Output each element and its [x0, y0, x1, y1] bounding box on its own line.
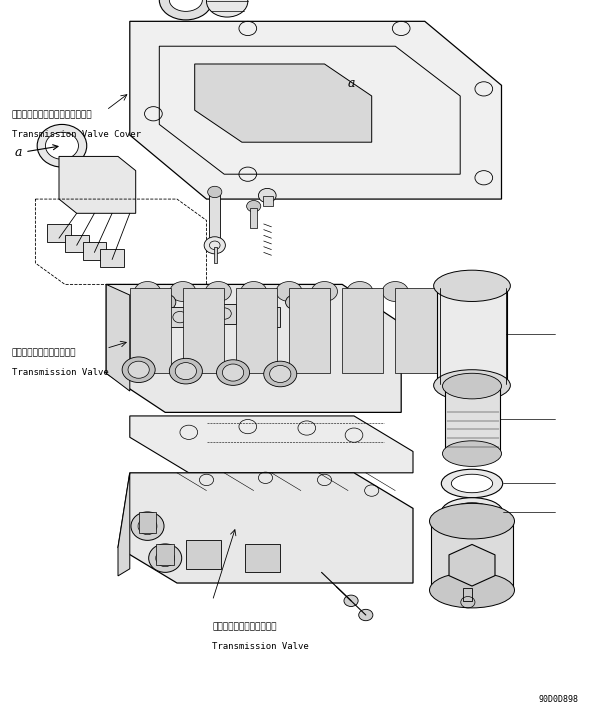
Ellipse shape — [170, 282, 196, 301]
Bar — [130, 288, 171, 373]
Polygon shape — [106, 284, 401, 412]
Ellipse shape — [312, 282, 337, 301]
Text: トランスミッションバルブ: トランスミッションバルブ — [212, 622, 277, 631]
Bar — [298, 312, 322, 332]
Bar — [65, 235, 88, 252]
Text: Transmission Valve: Transmission Valve — [212, 642, 309, 651]
Text: Transmission Valve: Transmission Valve — [12, 368, 109, 378]
Bar — [156, 544, 174, 565]
Ellipse shape — [208, 186, 222, 198]
Polygon shape — [431, 523, 513, 590]
Bar — [214, 247, 217, 263]
Ellipse shape — [264, 361, 297, 387]
Ellipse shape — [206, 0, 248, 17]
Ellipse shape — [237, 290, 258, 307]
Bar — [463, 588, 472, 601]
Polygon shape — [106, 284, 130, 391]
Polygon shape — [130, 416, 413, 473]
Bar — [342, 288, 384, 373]
Bar — [139, 512, 156, 533]
Bar — [395, 288, 437, 373]
Text: Transmission Valve Cover: Transmission Valve Cover — [12, 130, 141, 139]
Ellipse shape — [169, 358, 202, 384]
Ellipse shape — [441, 469, 503, 498]
Ellipse shape — [37, 124, 87, 167]
Ellipse shape — [169, 0, 202, 11]
Ellipse shape — [451, 474, 493, 493]
Ellipse shape — [247, 201, 261, 212]
Ellipse shape — [382, 282, 408, 301]
Ellipse shape — [45, 132, 78, 159]
Ellipse shape — [430, 572, 514, 608]
Bar — [257, 307, 280, 327]
Bar — [236, 288, 277, 373]
Ellipse shape — [156, 550, 175, 567]
Ellipse shape — [344, 595, 358, 606]
Bar — [183, 288, 224, 373]
Bar — [100, 249, 124, 267]
Ellipse shape — [138, 518, 157, 535]
Ellipse shape — [197, 290, 216, 304]
Ellipse shape — [347, 282, 373, 301]
Ellipse shape — [204, 237, 225, 254]
Ellipse shape — [131, 512, 164, 540]
Polygon shape — [445, 387, 500, 455]
Text: 90D0D898: 90D0D898 — [538, 695, 578, 704]
Bar — [289, 288, 330, 373]
Ellipse shape — [205, 282, 231, 301]
Ellipse shape — [222, 364, 244, 381]
Ellipse shape — [241, 282, 267, 301]
Polygon shape — [59, 156, 136, 213]
Ellipse shape — [128, 361, 149, 378]
Ellipse shape — [286, 295, 304, 309]
Ellipse shape — [276, 282, 302, 301]
Ellipse shape — [442, 441, 502, 466]
Polygon shape — [195, 64, 372, 142]
Polygon shape — [437, 288, 507, 384]
Bar — [245, 544, 280, 572]
Text: a: a — [348, 77, 355, 90]
Ellipse shape — [159, 0, 212, 20]
Ellipse shape — [135, 282, 160, 301]
Ellipse shape — [270, 365, 291, 383]
Text: a: a — [15, 145, 58, 159]
Text: トランスミッションバルブ: トランスミッションバルブ — [12, 348, 76, 358]
Polygon shape — [118, 473, 413, 583]
Bar — [212, 304, 236, 324]
Ellipse shape — [258, 188, 276, 203]
Bar — [186, 540, 221, 569]
Ellipse shape — [175, 363, 196, 380]
Bar — [250, 208, 257, 228]
Ellipse shape — [442, 373, 502, 399]
Ellipse shape — [359, 609, 373, 621]
Ellipse shape — [155, 294, 176, 311]
Ellipse shape — [451, 503, 493, 521]
Ellipse shape — [441, 498, 503, 526]
Polygon shape — [449, 545, 495, 586]
Bar — [263, 196, 273, 206]
Ellipse shape — [434, 270, 510, 301]
Ellipse shape — [434, 370, 510, 401]
Bar — [209, 192, 220, 238]
Bar — [83, 242, 106, 260]
Ellipse shape — [122, 357, 155, 383]
Bar — [168, 307, 192, 327]
Polygon shape — [118, 473, 130, 576]
Bar — [47, 224, 71, 242]
Ellipse shape — [430, 503, 514, 539]
Polygon shape — [130, 21, 502, 199]
Ellipse shape — [217, 360, 250, 385]
Text: トランスミッションバルブカバー: トランスミッションバルブカバー — [12, 110, 93, 119]
Ellipse shape — [149, 544, 182, 572]
